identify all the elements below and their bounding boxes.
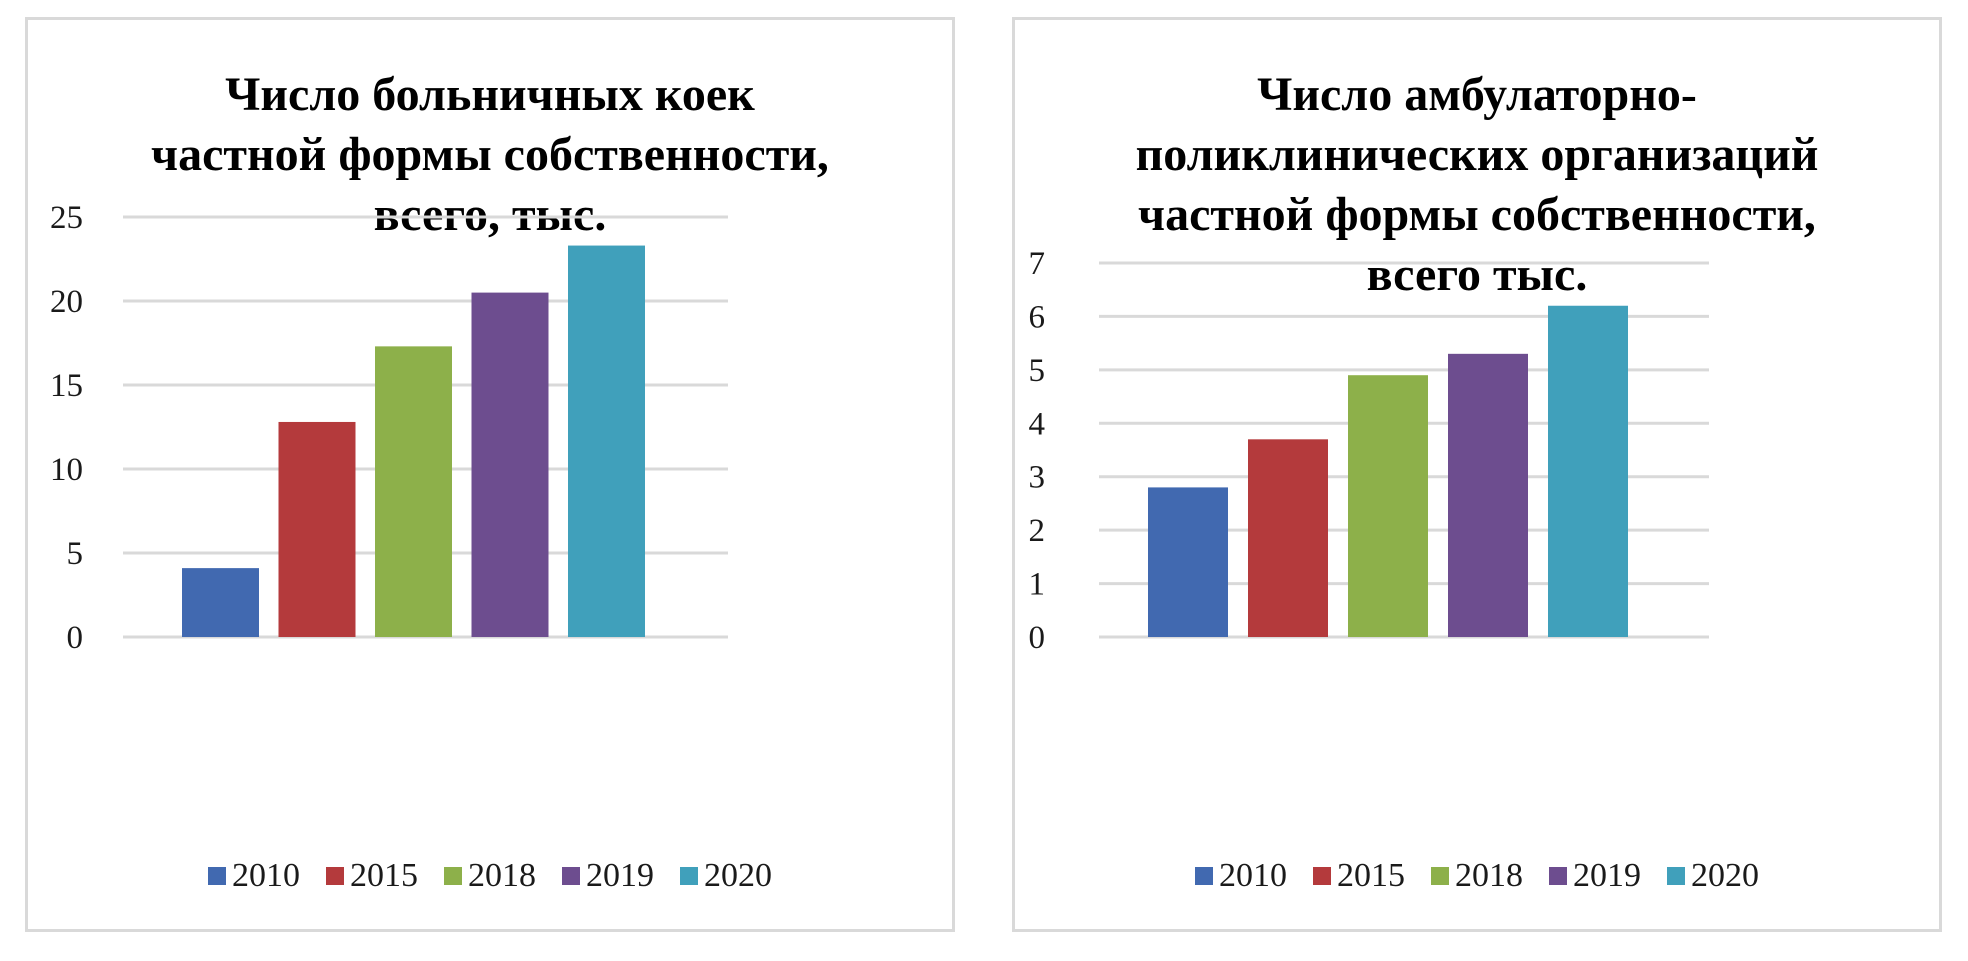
legend-item-2020: 2020 — [1667, 857, 1759, 895]
y-tick-label: 4 — [1029, 406, 1046, 442]
y-tick-label: 20 — [50, 284, 83, 320]
legend-item-2015: 2015 — [326, 857, 418, 895]
legend-swatch — [1667, 867, 1685, 885]
legend-item-2019: 2019 — [562, 857, 654, 895]
legend-label: 2015 — [1337, 857, 1405, 894]
bar-chart-beds: 0 5 10 15 20 25 — [50, 200, 728, 656]
legend-label: 2019 — [586, 857, 654, 894]
bar-2015 — [278, 421, 356, 637]
legend-item-2018: 2018 — [444, 857, 536, 895]
bar-2020 — [568, 245, 645, 637]
legend-swatch — [562, 867, 580, 885]
y-tick-label: 25 — [50, 200, 83, 236]
bar-2018 — [375, 346, 452, 637]
legend-swatch — [326, 867, 344, 885]
bar-2018 — [1348, 375, 1428, 637]
legend: 2010 2015 2018 2019 2020 — [1015, 857, 1939, 895]
legend-label: 2019 — [1573, 857, 1641, 894]
bar-2010 — [1148, 487, 1228, 637]
legend-item-2010: 2010 — [208, 857, 300, 895]
bar-2010 — [182, 568, 259, 637]
bar-chart-clinics: 0 1 2 3 4 5 6 7 — [1029, 246, 1709, 656]
y-tick-label: 6 — [1029, 299, 1046, 335]
bar-2020 — [1548, 305, 1628, 637]
chart-title: Число больничных коек частной формы собс… — [151, 68, 829, 241]
chart-panel-clinics: Число амбулаторно- поликлинических орган… — [1012, 17, 1942, 932]
chart-title: Число амбулаторно- поликлинических орган… — [1135, 68, 1819, 301]
legend-item-2020: 2020 — [680, 857, 772, 895]
chart-panel-beds: Число больничных коек частной формы собс… — [25, 17, 955, 932]
legend-item-2010: 2010 — [1195, 857, 1287, 895]
y-tick-label: 7 — [1029, 246, 1046, 282]
legend-label: 2020 — [1691, 857, 1759, 894]
legend-label: 2020 — [704, 857, 772, 894]
legend-swatch — [444, 867, 462, 885]
legend-item-2019: 2019 — [1549, 857, 1641, 895]
y-tick-label: 5 — [1029, 353, 1046, 389]
legend-swatch — [680, 867, 698, 885]
y-tick-label: 5 — [67, 536, 84, 572]
y-tick-label: 1 — [1029, 567, 1046, 603]
y-tick-label: 10 — [50, 452, 83, 488]
legend-label: 2018 — [1455, 857, 1523, 894]
legend-swatch — [1431, 867, 1449, 885]
y-tick-label: 0 — [1029, 620, 1046, 656]
legend-swatch — [208, 867, 226, 885]
bar-2019 — [471, 292, 549, 637]
y-tick-label: 3 — [1029, 460, 1046, 496]
legend-label: 2018 — [468, 857, 536, 894]
bar-2015 — [1248, 439, 1328, 637]
legend-item-2018: 2018 — [1431, 857, 1523, 895]
legend: 2010 2015 2018 2019 2020 — [28, 857, 952, 895]
y-tick-label: 15 — [50, 368, 83, 404]
legend-item-2015: 2015 — [1313, 857, 1405, 895]
y-tick-label: 0 — [67, 620, 84, 656]
legend-label: 2015 — [350, 857, 418, 894]
y-tick-label: 2 — [1029, 513, 1046, 549]
legend-label: 2010 — [232, 857, 300, 894]
legend-swatch — [1195, 867, 1213, 885]
bar-2019 — [1448, 353, 1528, 637]
legend-swatch — [1549, 867, 1567, 885]
legend-label: 2010 — [1219, 857, 1287, 894]
legend-swatch — [1313, 867, 1331, 885]
